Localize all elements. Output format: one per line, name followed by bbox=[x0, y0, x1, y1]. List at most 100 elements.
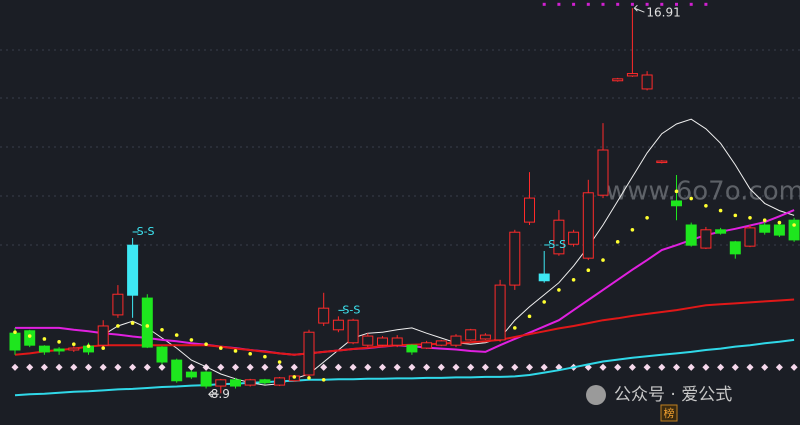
indicator-dot bbox=[57, 340, 61, 344]
indicator-dot bbox=[130, 321, 135, 325]
level-dot bbox=[689, 2, 693, 6]
candle-body bbox=[465, 329, 477, 341]
candle-body bbox=[97, 325, 109, 346]
level-diamond bbox=[40, 363, 48, 371]
candle-body bbox=[391, 337, 403, 346]
candle-body bbox=[112, 293, 124, 316]
level-diamond bbox=[775, 363, 783, 371]
candle-body bbox=[68, 347, 80, 351]
candle-body bbox=[494, 284, 506, 341]
level-diamond bbox=[261, 363, 269, 371]
level-diamond bbox=[628, 363, 636, 371]
candle-body bbox=[127, 244, 139, 296]
candle-body bbox=[347, 319, 359, 344]
indicator-dot bbox=[160, 328, 164, 332]
indicator-dot bbox=[233, 349, 238, 353]
level-diamond bbox=[761, 363, 769, 371]
level-diamond bbox=[143, 363, 151, 371]
indicator-dot bbox=[292, 375, 297, 379]
indicator-dot bbox=[174, 333, 179, 337]
level-dot bbox=[660, 2, 664, 6]
candle-body bbox=[362, 335, 374, 346]
candle-body bbox=[185, 371, 197, 378]
level-diamond bbox=[320, 363, 328, 371]
level-diamond bbox=[158, 363, 166, 371]
indicator-dot bbox=[615, 240, 620, 244]
level-diamond bbox=[187, 363, 195, 371]
candle-body bbox=[612, 78, 624, 82]
level-diamond bbox=[717, 363, 725, 371]
candle-body bbox=[656, 160, 668, 164]
level-diamond bbox=[467, 363, 475, 371]
indicator-dot bbox=[277, 360, 282, 364]
indicator-dot bbox=[689, 196, 693, 201]
indicator-dot bbox=[13, 330, 17, 335]
candle-body bbox=[479, 334, 491, 340]
level-diamond bbox=[231, 363, 240, 371]
low-arrow bbox=[208, 390, 219, 398]
candle-body bbox=[597, 149, 609, 196]
candle-body bbox=[671, 200, 682, 207]
level-diamond bbox=[217, 363, 225, 371]
candle-body bbox=[53, 348, 65, 352]
level-diamond bbox=[246, 363, 254, 371]
signal-label: S-S bbox=[548, 238, 566, 251]
indicator-dot bbox=[219, 346, 223, 350]
level-dot bbox=[542, 2, 546, 6]
level-diamond bbox=[511, 363, 519, 371]
candle-body bbox=[582, 192, 594, 259]
footer-label: 公众号 · 爱公式 bbox=[614, 385, 732, 405]
indicator-dot bbox=[321, 378, 326, 382]
candle-body bbox=[406, 344, 418, 353]
indicator-dot bbox=[248, 352, 252, 356]
level-diamond bbox=[70, 363, 78, 371]
level-diamond bbox=[540, 363, 548, 371]
level-diamond bbox=[614, 363, 622, 371]
candle-body bbox=[244, 379, 256, 386]
candle-body bbox=[524, 197, 535, 223]
candle-body bbox=[685, 224, 697, 246]
level-diamond bbox=[129, 363, 137, 371]
candle-body bbox=[9, 332, 21, 351]
candle-body bbox=[773, 224, 785, 236]
watermark: www.6o7o.com bbox=[606, 177, 800, 207]
candle-body bbox=[553, 219, 565, 255]
level-diamond bbox=[452, 363, 460, 371]
level-dot bbox=[675, 2, 678, 6]
indicator-dot bbox=[792, 223, 796, 227]
indicator-dot bbox=[704, 203, 708, 208]
level-diamond bbox=[349, 363, 357, 371]
signal-label: S-S bbox=[137, 225, 155, 238]
candle-body bbox=[230, 379, 241, 387]
level-diamond bbox=[599, 363, 607, 371]
level-dot bbox=[616, 2, 620, 6]
indicator-dot bbox=[557, 288, 561, 292]
candle-body bbox=[38, 345, 50, 353]
candle-body bbox=[421, 342, 433, 349]
indicator-dot bbox=[571, 278, 576, 282]
indicator-dot bbox=[263, 354, 267, 359]
candle-body bbox=[715, 229, 727, 234]
indicator-dot bbox=[307, 376, 311, 380]
indicator-dot bbox=[748, 215, 752, 220]
indicator-dot bbox=[777, 220, 782, 225]
level-diamond bbox=[334, 363, 342, 371]
level-diamond bbox=[525, 363, 534, 371]
candle-body bbox=[568, 231, 580, 245]
indicator-dot bbox=[586, 268, 591, 272]
indicator-dot bbox=[542, 300, 546, 304]
background-grid bbox=[0, 49, 800, 246]
badge-box bbox=[660, 404, 678, 422]
level-diamond bbox=[408, 363, 416, 371]
badge: 榜 bbox=[664, 406, 675, 420]
indicator-dot bbox=[101, 346, 105, 350]
candle-body bbox=[538, 273, 550, 282]
candle-body bbox=[303, 331, 315, 376]
indicator-dot bbox=[718, 208, 723, 213]
level-diamond bbox=[687, 363, 695, 371]
candle-body bbox=[435, 340, 447, 346]
candle-body bbox=[318, 307, 330, 324]
level-diamond bbox=[84, 363, 93, 371]
indicator-dot bbox=[674, 189, 679, 194]
